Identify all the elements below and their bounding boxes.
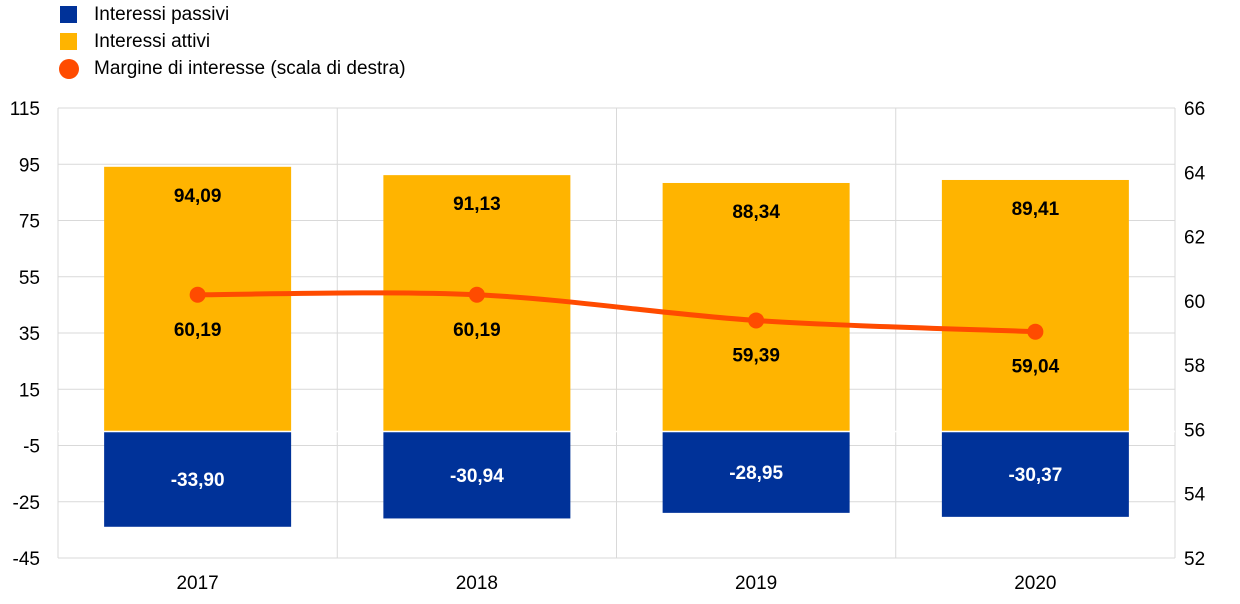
point-margine-di-interesse <box>1027 323 1044 340</box>
bar-interessi-attivi <box>383 175 571 432</box>
bar-interessi-passivi <box>941 431 1129 517</box>
y-tick-label: -45 <box>13 549 40 570</box>
y2-tick-label: 60 <box>1184 292 1205 313</box>
y2-tick-label: 54 <box>1184 485 1206 506</box>
data-label-margine: 60,19 <box>453 320 501 341</box>
legend-swatch-interessi-attivi <box>60 33 77 50</box>
y2-tick-label: 56 <box>1184 420 1205 441</box>
data-label-margine: 59,39 <box>732 345 780 366</box>
x-tick-label: 2020 <box>1014 573 1056 594</box>
legend-swatch-interessi-passivi <box>60 6 77 23</box>
y-tick-label: 55 <box>19 268 40 289</box>
data-label-interessi-attivi: 91,13 <box>453 194 501 215</box>
y-tick-label: 75 <box>19 212 40 233</box>
point-margine-di-interesse <box>468 286 485 303</box>
bar-interessi-passivi <box>104 431 292 527</box>
data-label-interessi-passivi: -30,37 <box>1008 465 1062 486</box>
data-label-interessi-passivi: -33,90 <box>171 470 225 491</box>
bar-interessi-passivi <box>383 431 571 519</box>
x-tick-label: 2018 <box>456 573 498 594</box>
x-tick-label: 2017 <box>176 573 218 594</box>
y-tick-label: -5 <box>23 437 40 458</box>
legend-label-interessi-attivi: Interessi attivi <box>94 31 211 52</box>
point-margine-di-interesse <box>748 312 765 329</box>
point-margine-di-interesse <box>189 286 206 303</box>
line-margine-di-interesse <box>195 290 1038 335</box>
data-label-interessi-passivi: -28,95 <box>729 463 783 484</box>
data-label-interessi-attivi: 88,34 <box>732 202 780 223</box>
bar-interessi-attivi <box>941 179 1129 432</box>
data-label-interessi-attivi: 94,09 <box>174 186 222 207</box>
bar-interessi-passivi <box>662 431 850 513</box>
legend-label-margine: Margine di interesse (scala di destra) <box>94 58 406 79</box>
y-tick-label: 35 <box>19 324 40 345</box>
bar-interessi-attivi <box>662 182 850 432</box>
x-tick-label: 2019 <box>735 573 777 594</box>
data-label-margine: 59,04 <box>1012 357 1060 378</box>
y-tick-label: 95 <box>19 155 40 176</box>
data-label-interessi-attivi: 89,41 <box>1012 199 1060 220</box>
legend-label-interessi-passivi: Interessi passivi <box>94 4 230 25</box>
y-tick-label: -25 <box>13 493 40 514</box>
y2-tick-label: 62 <box>1184 228 1205 249</box>
data-label-margine: 60,19 <box>174 320 222 341</box>
y2-tick-label: 64 <box>1184 163 1206 184</box>
y2-tick-label: 52 <box>1184 549 1205 570</box>
y-tick-label: 115 <box>10 99 40 120</box>
y2-tick-label: 66 <box>1184 99 1205 120</box>
y-tick-label: 15 <box>19 380 40 401</box>
data-label-interessi-passivi: -30,94 <box>450 466 504 487</box>
legend-swatch-margine <box>59 59 79 79</box>
y2-tick-label: 58 <box>1184 356 1205 377</box>
